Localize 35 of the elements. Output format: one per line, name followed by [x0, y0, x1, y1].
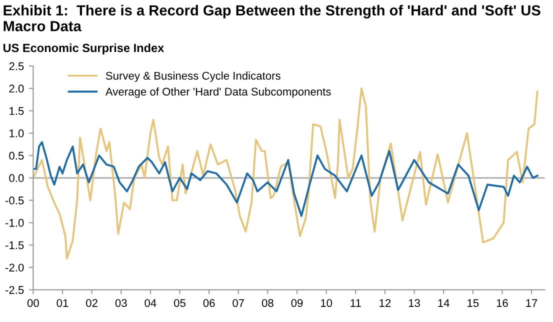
line-series: [33, 87, 538, 260]
x-tick-label: 03: [115, 299, 127, 307]
y-tick-label: 0.5: [9, 152, 24, 160]
x-tick-label: 15: [468, 299, 479, 307]
x-tick-label: 04: [144, 299, 156, 307]
y-tick-label: 1.5: [10, 107, 24, 115]
x-tick-label: 11: [350, 299, 361, 307]
x-tick-label: 00: [27, 299, 39, 307]
chart-title: Exhibit 1: There is a Record Gap Between the Strength of 'Hard' and 'Soft' US Macro Data: [4, 4, 540, 32]
x-tick-label: 07: [232, 299, 244, 307]
x-tick-label: 09: [291, 299, 303, 307]
line-series: [33, 141, 538, 217]
y-tick-label: -2.5: [6, 286, 24, 294]
x-tick-label: 02: [86, 299, 98, 307]
chart-subtitle: US Economic Surprise Index: [3, 43, 164, 54]
y-tick-label: 1.0: [10, 129, 24, 138]
y-tick-label: -1.5: [6, 241, 24, 250]
x-tick-label: 06: [203, 299, 215, 307]
legend-label: Survey & Business Cycle Indicators: [106, 72, 280, 82]
x-tick-label: 05: [174, 299, 186, 307]
legend-label: Average of Other 'Hard' Data Subcomponents: [105, 87, 331, 98]
x-tick-label: 12: [380, 299, 391, 307]
x-tick-label: 16: [496, 299, 508, 307]
x-tick-label: 13: [408, 299, 420, 307]
x-tick-label: 01: [56, 299, 68, 307]
x-tick-label: 17: [526, 299, 538, 307]
y-tick-label: 0.0: [9, 174, 24, 182]
x-tick-label: 14: [438, 299, 450, 307]
y-tick-label: -0.5: [6, 196, 24, 204]
y-tick-label: 2.5: [9, 62, 24, 70]
x-tick-label: 10: [320, 299, 332, 307]
y-tick-label: 2.0: [9, 84, 24, 93]
x-tick-label: 08: [262, 299, 274, 307]
y-tick-label: -1.0: [6, 218, 24, 227]
y-tick-label: -2.0: [6, 264, 24, 272]
